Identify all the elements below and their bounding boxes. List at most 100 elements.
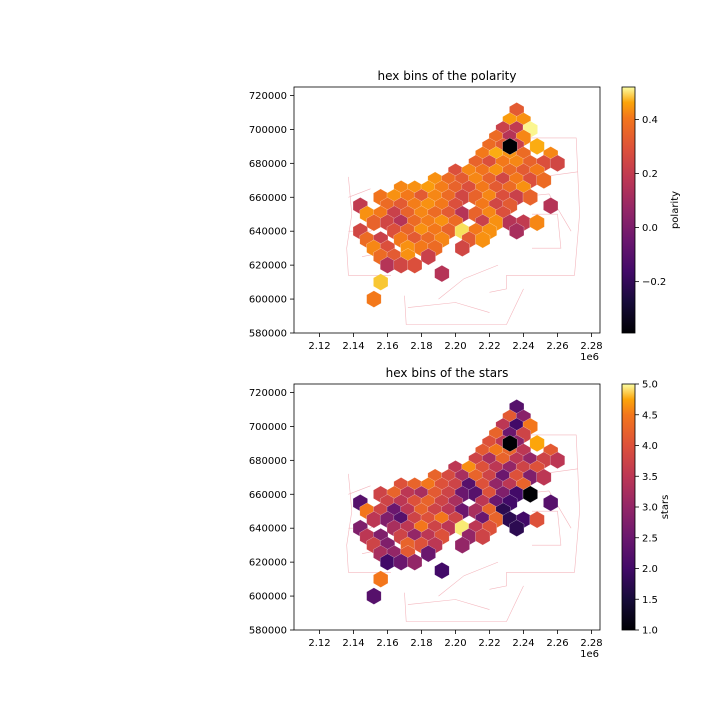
hexbin-cell <box>434 562 450 580</box>
hexbin-cell <box>420 248 436 266</box>
x-tick-label: 2.20 <box>444 341 466 352</box>
y-tick-label: 700000 <box>249 422 287 433</box>
x-tick-label: 2.24 <box>512 638 534 649</box>
hexbin-cell <box>407 256 423 274</box>
colorbar <box>621 86 636 334</box>
y-tick-label: 720000 <box>249 388 287 399</box>
street-line <box>438 264 499 300</box>
colorbar-tick-label: 0.4 <box>642 115 658 126</box>
street-line <box>532 213 562 249</box>
hexbin-cell <box>373 273 389 291</box>
colorbar-tick-label: 1.0 <box>642 626 658 637</box>
street-line <box>506 434 580 573</box>
panel-polarity: hex bins of the polarity 2.12 2.14 2.16 2.1… <box>249 69 681 363</box>
colorbar-label: polarity <box>670 191 681 229</box>
x-tick-label: 2.18 <box>410 638 432 649</box>
x-tick-label: 2.12 <box>308 638 330 649</box>
street-line <box>506 137 580 276</box>
colorbar-label: stars <box>660 495 671 520</box>
x-tick-label: 2.14 <box>342 638 364 649</box>
chart-title: hex bins of the polarity <box>378 69 517 83</box>
street-line <box>404 288 524 325</box>
street-line <box>532 510 562 546</box>
colorbar-tick-label: 3.0 <box>642 503 658 514</box>
x-tick-label: 2.22 <box>478 638 500 649</box>
colorbar-tick-label: 2.5 <box>642 533 658 544</box>
hexbin-cell <box>543 197 559 215</box>
colorbar-tick-label: 5.0 <box>642 380 658 391</box>
x-tick-label: 2.20 <box>444 638 466 649</box>
hexbin-cell <box>536 171 552 189</box>
x-tick-label: 2.12 <box>308 341 330 352</box>
x-tick-label: 2.26 <box>546 341 568 352</box>
hexbin-cell <box>509 222 525 240</box>
hexbin-layer <box>352 102 565 308</box>
hexbin-cell <box>550 451 565 469</box>
y-tick-label: 680000 <box>249 456 287 467</box>
street-line <box>407 302 490 313</box>
colorbar-tick-label: 2.0 <box>642 564 658 575</box>
colorbar-ticks: −0.2 0.0 0.2 0.4 <box>635 115 666 288</box>
y-tick-label: 700000 <box>249 125 287 136</box>
colorbar-tick-label: 1.5 <box>642 595 658 606</box>
street-line <box>438 561 499 597</box>
y-tick-label: 680000 <box>249 159 287 170</box>
hexbin-cell <box>407 553 423 571</box>
y-axis: 580000 600000 620000 640000 660000 680000 7000… <box>249 388 294 637</box>
street-line <box>489 572 507 590</box>
y-tick-label: 600000 <box>249 592 287 603</box>
x-axis: 2.12 2.14 2.16 2.18 2.20 2.22 2.24 2.26 2.28 <box>308 630 603 649</box>
y-tick-label: 660000 <box>249 490 287 501</box>
colorbar <box>621 383 636 631</box>
hexbin-cell <box>366 587 382 605</box>
hexbin-cell <box>420 545 436 563</box>
street-line <box>346 473 391 573</box>
hexbin-cell <box>529 137 545 155</box>
colorbar-tick-label: 0.0 <box>642 223 658 234</box>
plot-frame <box>293 383 601 631</box>
colorbar-tick-label: 0.2 <box>642 169 658 180</box>
y-tick-label: 660000 <box>249 193 287 204</box>
hexbin-cell <box>366 290 382 308</box>
hexbin-cell <box>522 188 538 206</box>
x-tick-label: 2.28 <box>580 341 602 352</box>
x-tick-label: 2.16 <box>376 638 398 649</box>
y-tick-label: 640000 <box>249 227 287 238</box>
x-tick-label: 2.26 <box>546 638 568 649</box>
x-tick-label: 2.14 <box>342 341 364 352</box>
hexbin-cell <box>550 154 565 172</box>
x-tick-label: 2.24 <box>512 341 534 352</box>
hexbin-cell <box>373 570 389 588</box>
y-tick-label: 620000 <box>249 261 287 272</box>
hexbin-cell <box>522 485 538 503</box>
hexbin-cell <box>475 231 491 249</box>
street-line <box>489 275 507 293</box>
colorbar-tick-label: −0.2 <box>642 277 666 288</box>
street-line <box>404 585 524 622</box>
x-axis: 2.12 2.14 2.16 2.18 2.20 2.22 2.24 2.26 2.28 <box>308 333 603 352</box>
y-axis: 580000 600000 620000 640000 660000 680000 7000… <box>249 91 294 340</box>
x-tick-label: 2.28 <box>580 638 602 649</box>
colorbar-tick-label: 3.5 <box>642 472 658 483</box>
hexbin-layer <box>352 399 565 605</box>
colorbar-tick-label: 4.5 <box>642 410 658 421</box>
colorbar-ticks: 1.0 1.5 2.0 2.5 3.0 3.5 4.0 4.5 5.0 <box>635 380 658 637</box>
y-tick-label: 640000 <box>249 524 287 535</box>
hexbin-cell <box>543 494 559 512</box>
hexbin-cell <box>529 214 545 232</box>
x-tick-label: 2.22 <box>478 341 500 352</box>
plot-frame <box>293 86 601 334</box>
y-tick-label: 600000 <box>249 295 287 306</box>
x-offset-label: 1e6 <box>580 352 599 363</box>
hexbin-cell <box>434 265 450 283</box>
hexbin-cell <box>529 434 545 452</box>
panel-stars: hex bins of the stars 2.12 2.14 2.16 2.18 2.… <box>249 366 671 660</box>
hexbin-cell <box>502 137 518 155</box>
x-offset-label: 1e6 <box>580 649 599 660</box>
chart-title: hex bins of the stars <box>386 366 509 380</box>
street-line <box>346 176 391 276</box>
hexbin-cell <box>536 468 552 486</box>
hexbin-cell <box>454 239 470 257</box>
hexbin-cell <box>454 536 470 554</box>
